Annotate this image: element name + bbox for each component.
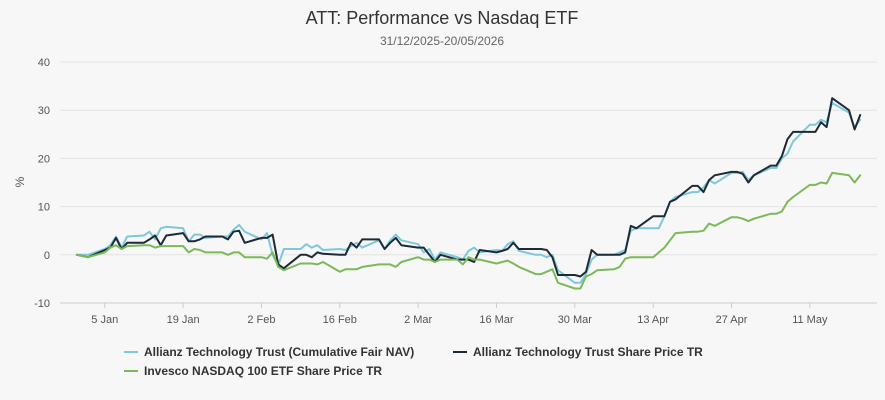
legend-item-1[interactable]: Allianz Technology Trust (Cumulative Fai… <box>124 345 414 359</box>
chart-subtitle: 31/12/2025-20/05/2026 <box>380 34 504 48</box>
legend-label: Allianz Technology Trust (Cumulative Fai… <box>144 345 414 359</box>
legend-label: Invesco NASDAQ 100 ETF Share Price TR <box>144 364 382 378</box>
x-tick-label: 13 Apr <box>637 314 669 326</box>
y-tick-label: 0 <box>44 250 50 262</box>
y-tick-label: -10 <box>34 298 50 310</box>
x-tick-label: 16 Mar <box>479 314 514 326</box>
legend-label: Allianz Technology Trust Share Price TR <box>473 345 703 359</box>
series-line-1[interactable] <box>75 102 862 284</box>
legend[interactable]: Allianz Technology Trust (Cumulative Fai… <box>124 345 703 378</box>
y-tick-label: 10 <box>38 202 50 214</box>
x-tick-label: 5 Jan <box>91 314 118 326</box>
grid-lines <box>60 61 877 304</box>
y-tick-label: 30 <box>38 105 50 117</box>
chart-title: ATT: Performance vs Nasdaq ETF <box>306 8 579 28</box>
y-axis-label: % <box>13 176 27 187</box>
x-tick-label: 19 Jan <box>167 314 200 326</box>
y-axis: -10 0 10 20 30 40 <box>34 57 50 310</box>
x-tick-label: 11 May <box>792 314 828 326</box>
legend-item-2[interactable]: Allianz Technology Trust Share Price TR <box>453 345 703 359</box>
x-tick-label: 2 Feb <box>247 314 275 326</box>
series-lines <box>75 97 862 290</box>
series-line-2[interactable] <box>75 97 862 278</box>
x-tick-label: 2 Mar <box>404 314 432 326</box>
x-tick-label: 16 Feb <box>323 314 357 326</box>
y-tick-label: 40 <box>38 57 50 69</box>
x-axis: 5 Jan 19 Jan 2 Feb 16 Feb 2 Mar 16 Mar 30 Mar 1… <box>60 302 877 326</box>
legend-item-3[interactable]: Invesco NASDAQ 100 ETF Share Price TR <box>124 364 382 378</box>
series-line-3[interactable] <box>75 171 862 290</box>
y-tick-label: 20 <box>38 153 50 165</box>
x-tick-label: 27 Apr <box>716 314 748 326</box>
x-tick-label: 30 Mar <box>558 314 593 326</box>
